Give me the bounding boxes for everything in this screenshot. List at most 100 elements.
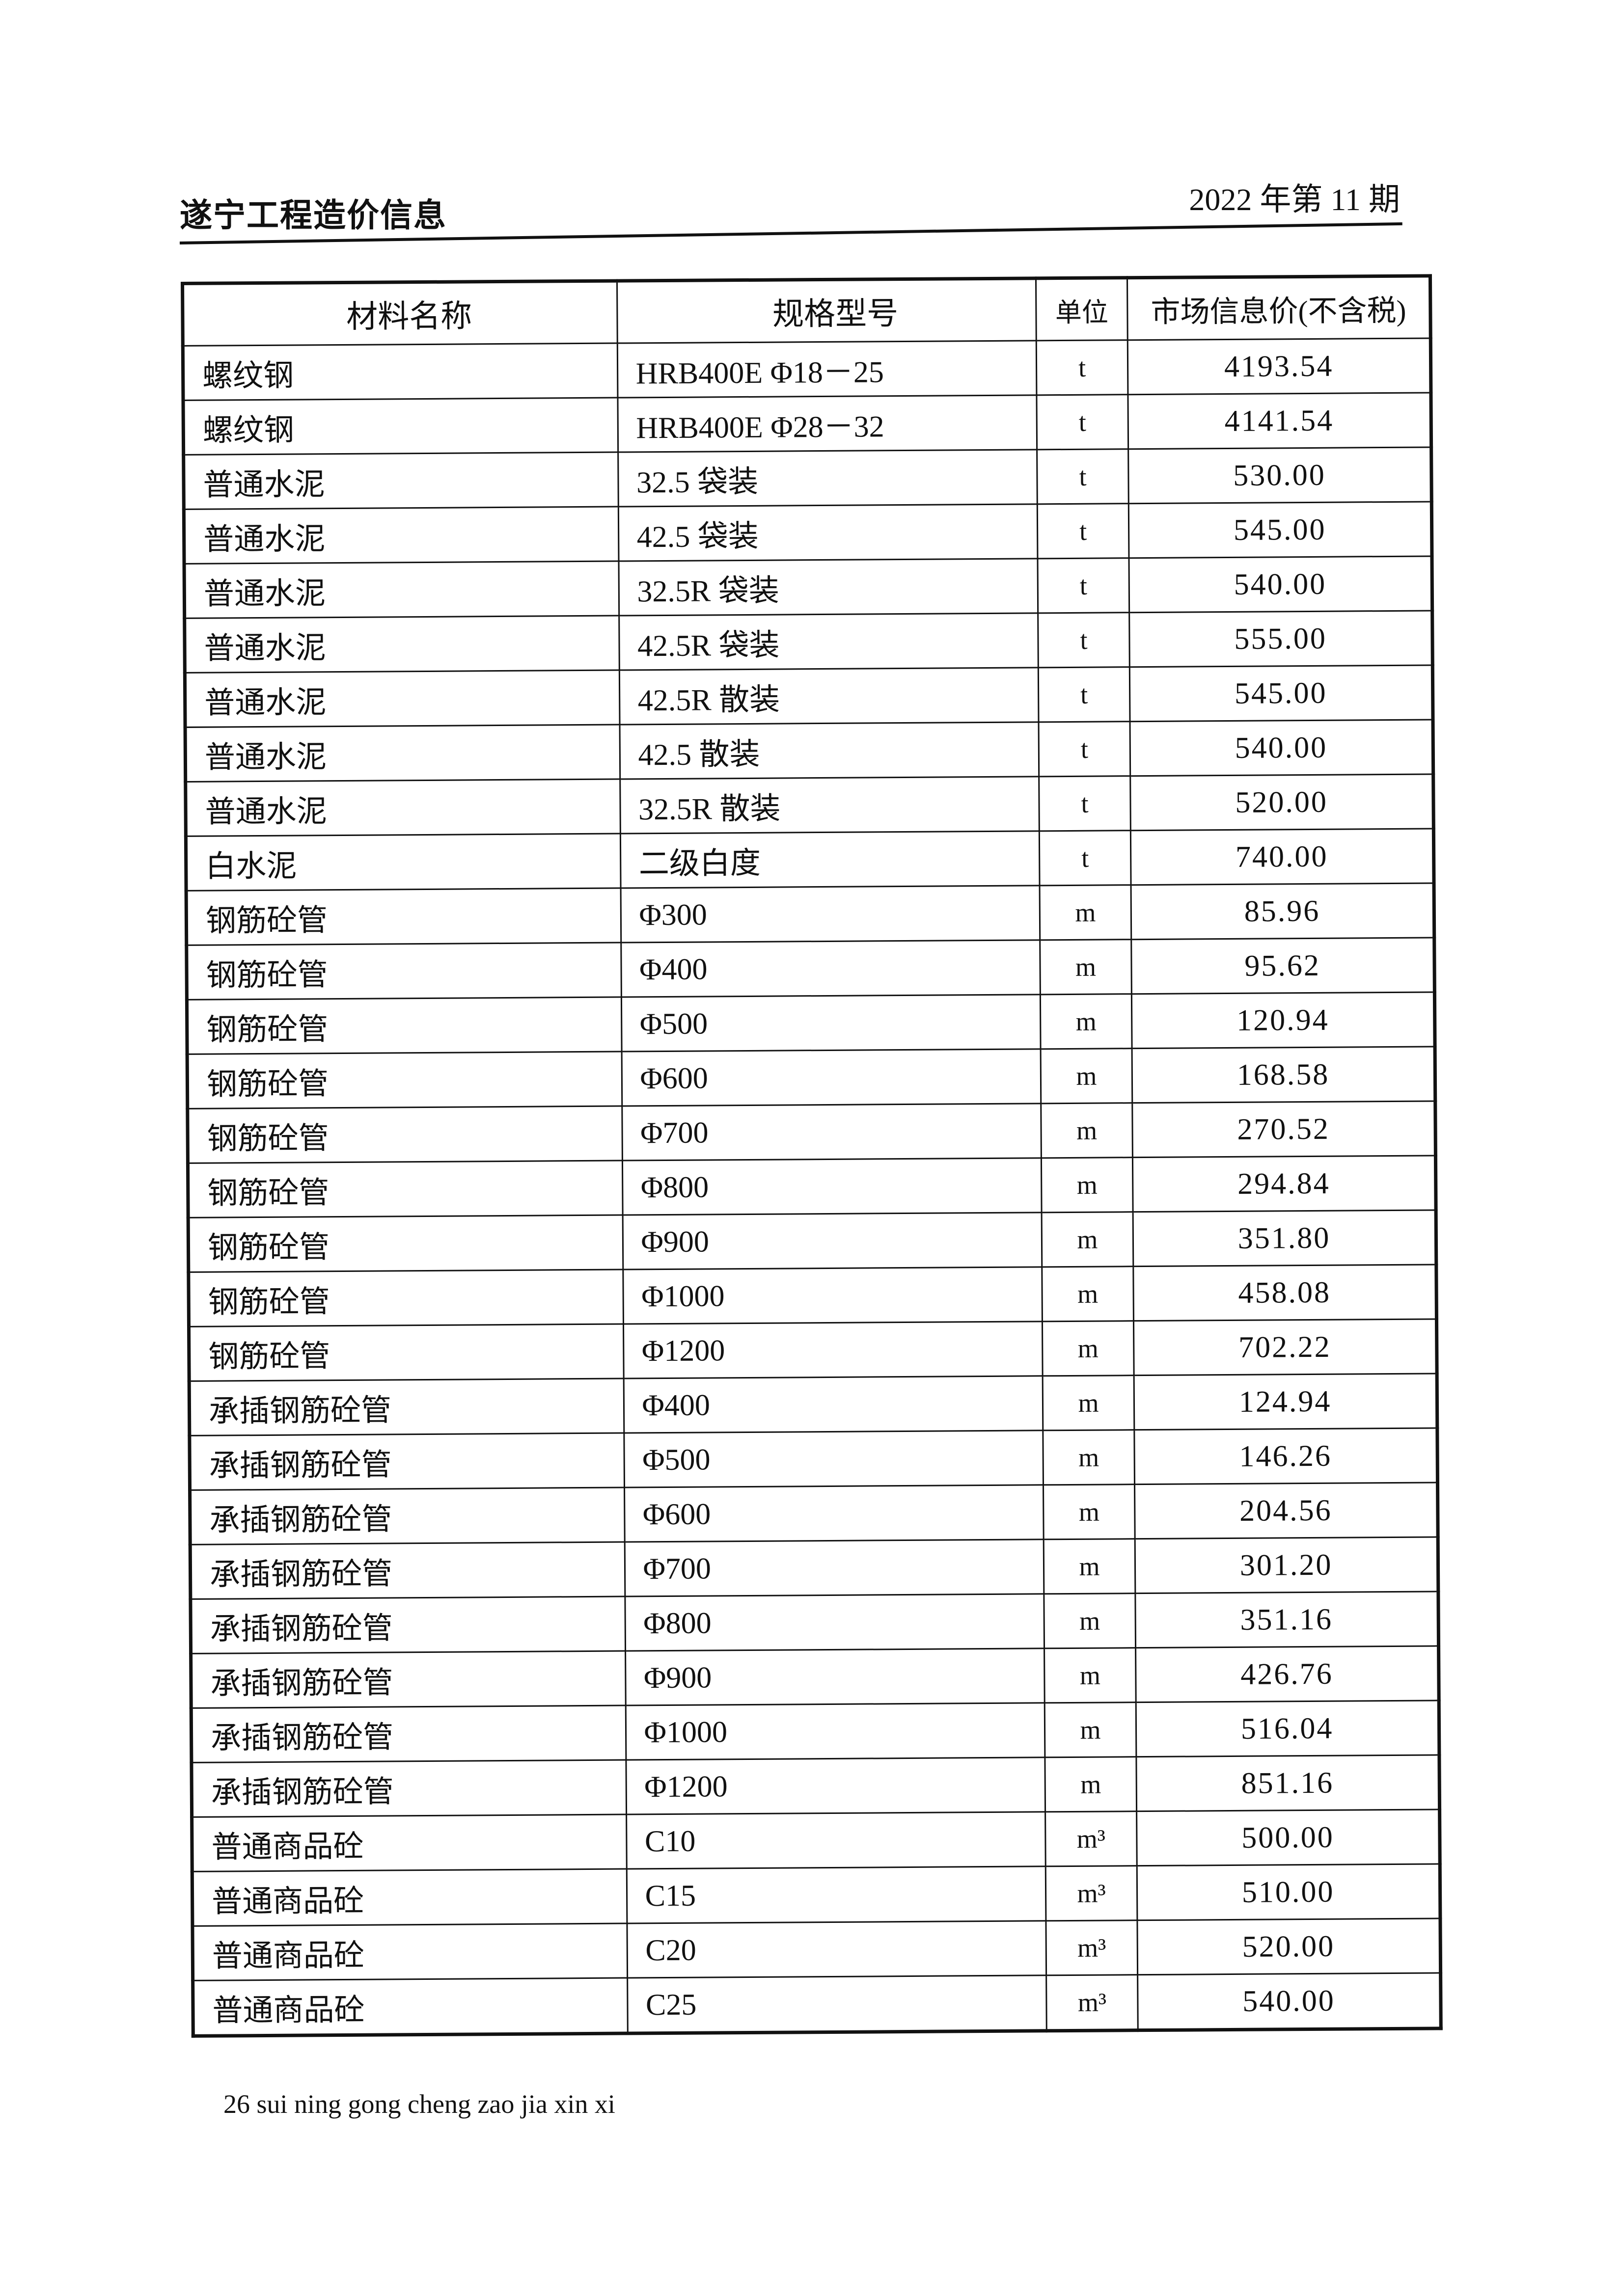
- spec-cell: Φ500: [624, 1430, 1044, 1488]
- spec-cell: 32.5 袋装: [618, 449, 1038, 507]
- unit-cell: m: [1041, 1157, 1133, 1213]
- material-cell: 白水泥: [186, 834, 621, 891]
- unit-cell: t: [1039, 830, 1131, 886]
- material-cell: 承插钢筋砼管: [190, 1542, 625, 1599]
- unit-cell: m: [1042, 1266, 1134, 1322]
- material-cell: 普通水泥: [184, 561, 619, 619]
- table-row: 钢筋砼管 Φ700 m 270.52: [187, 1101, 1436, 1163]
- table-row: 承插钢筋砼管 Φ1200 m 851.16: [191, 1755, 1440, 1817]
- material-cell: 钢筋砼管: [188, 1215, 623, 1272]
- table-row: 承插钢筋砼管 Φ900 m 426.76: [191, 1646, 1439, 1708]
- spec-cell: Φ800: [622, 1158, 1042, 1216]
- spec-cell: C20: [627, 1920, 1046, 1978]
- price-cell: 85.96: [1131, 883, 1434, 940]
- price-cell: 540.00: [1137, 1972, 1441, 2030]
- price-cell: 540.00: [1129, 556, 1432, 613]
- table-row: 承插钢筋砼管 Φ500 m 146.26: [189, 1428, 1438, 1490]
- material-cell: 钢筋砼管: [186, 888, 621, 945]
- unit-cell: m: [1040, 994, 1132, 1049]
- price-cell: 168.58: [1132, 1046, 1435, 1103]
- material-cell: 螺纹钢: [183, 343, 618, 401]
- spec-cell: 二级白度: [620, 831, 1040, 889]
- price-cell: 95.62: [1131, 937, 1435, 994]
- table-row: 承插钢筋砼管 Φ600 m 204.56: [190, 1482, 1438, 1545]
- table-row: 白水泥 二级白度 t 740.00: [186, 828, 1434, 891]
- price-cell: 500.00: [1136, 1809, 1440, 1866]
- price-cell: 270.52: [1132, 1101, 1436, 1158]
- unit-cell: m³: [1045, 1811, 1137, 1866]
- spec-cell: Φ700: [624, 1539, 1044, 1597]
- table-body: 螺纹钢 HRB400E Φ18－25 t 4193.54 螺纹钢 HRB400E Φ28－…: [183, 338, 1441, 2036]
- price-cell: 520.00: [1130, 774, 1434, 831]
- unit-cell: m: [1042, 1375, 1135, 1431]
- price-cell: 540.00: [1130, 719, 1433, 776]
- spec-cell: Φ500: [621, 994, 1041, 1052]
- table-row: 普通水泥 32.5R 袋装 t 540.00: [184, 556, 1432, 619]
- price-cell: 510.00: [1137, 1864, 1440, 1920]
- table-row: 承插钢筋砼管 Φ400 m 124.94: [189, 1373, 1437, 1436]
- material-cell: 承插钢筋砼管: [191, 1651, 626, 1708]
- spec-cell: Φ400: [621, 940, 1041, 998]
- spec-cell: 42.5R 袋装: [619, 613, 1039, 671]
- material-cell: 承插钢筋砼管: [189, 1378, 624, 1436]
- unit-cell: t: [1038, 721, 1130, 777]
- price-cell: 458.08: [1133, 1264, 1437, 1321]
- price-cell: 351.16: [1135, 1591, 1439, 1648]
- price-cell: 146.26: [1134, 1428, 1438, 1485]
- unit-cell: m: [1043, 1430, 1135, 1485]
- unit-cell: t: [1036, 394, 1128, 450]
- material-cell: 普通水泥: [183, 452, 618, 510]
- publication-title: 遂宁工程造价信息: [180, 196, 447, 234]
- unit-cell: m: [1041, 1212, 1133, 1267]
- spec-cell: Φ900: [622, 1212, 1042, 1270]
- table-row: 钢筋砼管 Φ600 m 168.58: [187, 1046, 1435, 1109]
- unit-cell: m: [1042, 1321, 1134, 1376]
- unit-cell: t: [1039, 776, 1131, 831]
- table-row: 钢筋砼管 Φ300 m 85.96: [186, 883, 1434, 945]
- spec-cell: Φ700: [622, 1103, 1042, 1161]
- unit-cell: m³: [1045, 1920, 1138, 1975]
- material-cell: 钢筋砼管: [187, 1052, 622, 1109]
- price-cell: 301.20: [1135, 1537, 1438, 1594]
- price-cell: 702.22: [1133, 1319, 1437, 1376]
- material-cell: 普通商品砼: [192, 1923, 628, 1981]
- column-header-material: 材料名称: [182, 281, 617, 346]
- material-cell: 钢筋砼管: [187, 1106, 623, 1163]
- table-row: 承插钢筋砼管 Φ700 m 301.20: [190, 1537, 1438, 1599]
- unit-cell: t: [1037, 503, 1129, 559]
- material-cell: 承插钢筋砼管: [191, 1705, 626, 1763]
- unit-cell: m: [1041, 1103, 1133, 1158]
- issue-number: 2022 年第 11 期: [1189, 182, 1400, 217]
- price-cell: 530.00: [1128, 447, 1432, 504]
- material-cell: 承插钢筋砼管: [191, 1760, 627, 1817]
- material-cell: 承插钢筋砼管: [189, 1433, 625, 1490]
- unit-cell: m: [1040, 939, 1132, 995]
- spec-cell: 42.5 袋装: [618, 504, 1038, 562]
- table-row: 螺纹钢 HRB400E Φ28－32 t 4141.54: [183, 392, 1431, 455]
- spec-cell: 32.5R 散装: [620, 776, 1040, 834]
- spec-cell: Φ600: [624, 1485, 1044, 1542]
- column-header-unit: 单位: [1036, 277, 1128, 341]
- price-cell: 4193.54: [1127, 338, 1431, 395]
- spec-cell: Φ1000: [623, 1267, 1043, 1324]
- price-cell: 351.80: [1133, 1210, 1436, 1267]
- material-cell: 普通水泥: [184, 507, 619, 564]
- price-table: 材料名称 规格型号 单位 市场信息价(不含税) 螺纹钢 HRB400E Φ18－2…: [181, 274, 1443, 2038]
- price-cell: 294.84: [1132, 1155, 1436, 1212]
- table-header-row: 材料名称 规格型号 单位 市场信息价(不含税): [182, 275, 1431, 346]
- table-row: 普通水泥 42.5 袋装 t 545.00: [184, 501, 1432, 564]
- unit-cell: m: [1044, 1702, 1137, 1757]
- spec-cell: Φ900: [625, 1648, 1045, 1706]
- table-row: 普通商品砼 C15 m³ 510.00: [192, 1864, 1440, 1926]
- price-cell: 545.00: [1129, 665, 1433, 722]
- table-row: 普通水泥 32.5 袋装 t 530.00: [183, 447, 1432, 510]
- spec-cell: Φ400: [623, 1376, 1043, 1433]
- spec-cell: C15: [626, 1866, 1046, 1924]
- price-cell: 426.76: [1135, 1646, 1439, 1702]
- spec-cell: Φ1000: [625, 1702, 1045, 1760]
- page-footer: 26 sui ning gong cheng zao jia xin xi: [223, 2089, 615, 2119]
- table-row: 承插钢筋砼管 Φ1000 m 516.04: [191, 1700, 1439, 1763]
- spec-cell: C10: [626, 1811, 1046, 1869]
- table-row: 普通水泥 42.5R 散装 t 545.00: [185, 665, 1433, 728]
- spec-cell: 42.5 散装: [619, 722, 1039, 780]
